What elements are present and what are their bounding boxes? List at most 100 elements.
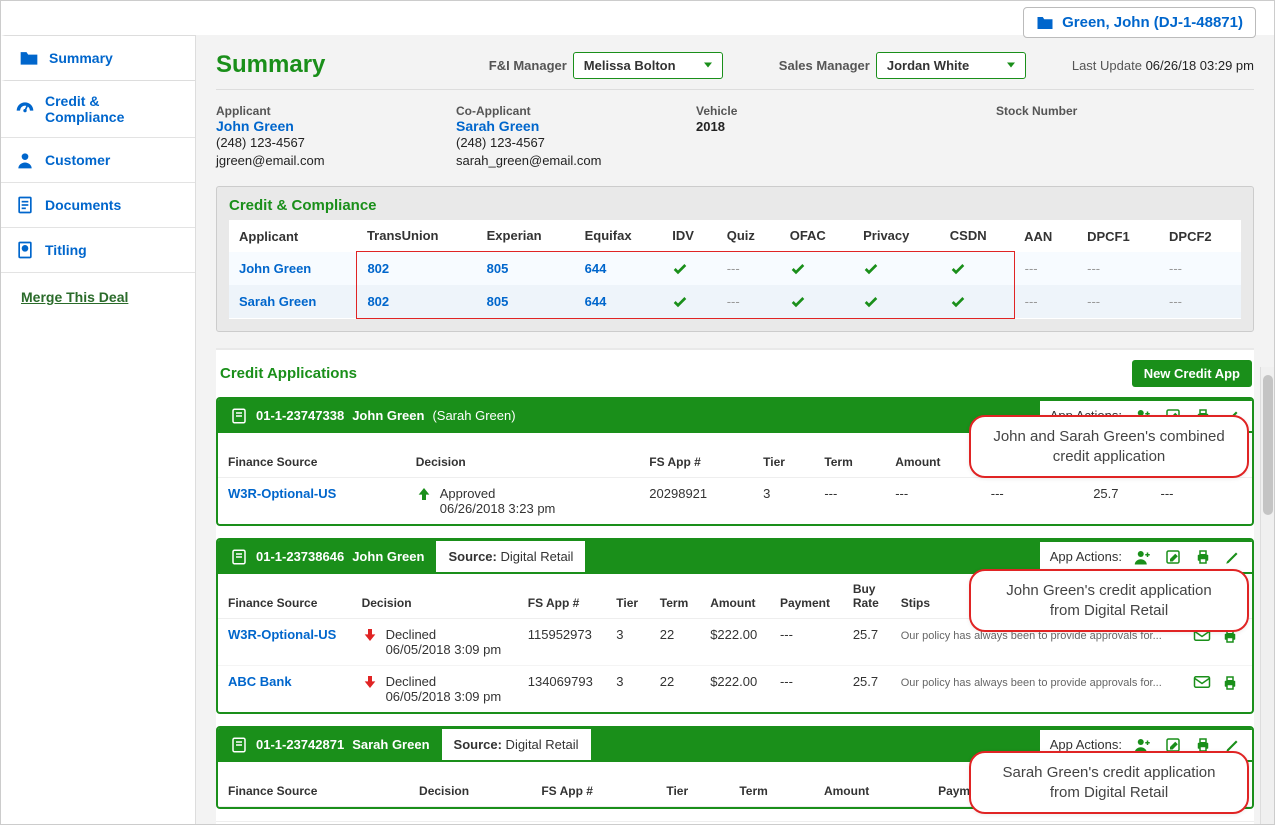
- econtract-title: eContract: [216, 821, 1254, 825]
- amount: $222.00: [700, 665, 770, 712]
- stock-label: Stock Number: [996, 104, 1196, 118]
- print-icon[interactable]: [1194, 548, 1212, 566]
- app-icon: [230, 548, 248, 566]
- finance-source[interactable]: W3R-Optional-US: [218, 618, 352, 665]
- add-person-icon[interactable]: [1134, 548, 1152, 566]
- app-col-header: Finance Source: [218, 574, 352, 619]
- cc-col-header: Applicant: [229, 220, 357, 252]
- sidebar-item-label: Titling: [45, 242, 87, 258]
- cc-trail: ---: [1077, 252, 1159, 285]
- buy-rate: 25.7: [843, 665, 891, 712]
- app-col-header: BuyRate: [843, 574, 891, 619]
- app-col-header: Finance Source: [218, 762, 409, 807]
- scrollbar[interactable]: [1260, 367, 1274, 824]
- annotation-callout: John and Sarah Green's combined credit a…: [969, 415, 1249, 478]
- cc-flag: [662, 252, 717, 285]
- fs-app-num: 115952973: [518, 618, 607, 665]
- coapplicant-name[interactable]: Sarah Green: [456, 118, 656, 134]
- sidebar-item-label: Customer: [45, 152, 110, 168]
- app-col-header: Amount: [885, 433, 981, 478]
- cc-col-header: DPCF1: [1077, 220, 1159, 252]
- cc-applicant-name[interactable]: Sarah Green: [229, 285, 357, 318]
- sidebar-item-titling[interactable]: Titling: [1, 228, 195, 273]
- cc-title: Credit & Compliance: [229, 197, 1241, 214]
- cc-flag: ---: [717, 252, 780, 285]
- cc-col-header: Quiz: [717, 220, 780, 252]
- annotation-callout: John Green's credit application from Dig…: [969, 569, 1249, 632]
- cc-flag: [662, 285, 717, 318]
- folder-icon: [1036, 15, 1054, 31]
- applicant-name[interactable]: John Green: [216, 118, 416, 134]
- cc-score[interactable]: 802: [357, 252, 477, 285]
- fi-manager-select[interactable]: Melissa Bolton: [573, 52, 723, 79]
- sales-manager-select[interactable]: Jordan White: [876, 52, 1026, 79]
- cc-col-header: Experian: [477, 220, 575, 252]
- stips: ---: [1151, 477, 1223, 524]
- sidebar-item-customer[interactable]: Customer: [1, 138, 195, 183]
- cc-trail: ---: [1159, 252, 1241, 285]
- applicant-phone: (248) 123-4567: [216, 134, 416, 152]
- cc-col-header: IDV: [662, 220, 717, 252]
- app-col-header: Decision: [406, 433, 640, 478]
- cc-col-header: CSDN: [940, 220, 1014, 252]
- last-update-label: Last Update: [1072, 58, 1142, 73]
- buy-rate: 25.7: [1083, 477, 1150, 524]
- tier: 3: [606, 618, 650, 665]
- cc-flag: [940, 252, 1014, 285]
- new-credit-app-button[interactable]: New Credit App: [1132, 360, 1252, 387]
- pencil-icon[interactable]: [1224, 548, 1242, 566]
- print-icon[interactable]: [1221, 674, 1239, 692]
- stips: Our policy has always been to provide ap…: [891, 665, 1184, 712]
- finance-source[interactable]: ABC Bank: [218, 665, 352, 712]
- app-coapplicant: (Sarah Green): [432, 408, 515, 423]
- cc-score[interactable]: 644: [575, 252, 663, 285]
- app-col-header: Term: [650, 574, 700, 619]
- app-col-header: Tier: [753, 433, 814, 478]
- sidebar-item-documents[interactable]: Documents: [1, 183, 195, 228]
- tier: 3: [753, 477, 814, 524]
- merge-deal-link[interactable]: Merge This Deal: [1, 273, 195, 321]
- app-primary-name: John Green: [352, 408, 424, 423]
- app-id: 01-1-23747338: [256, 408, 344, 423]
- term: 22: [650, 665, 700, 712]
- app-col-header: Term: [729, 762, 814, 807]
- cc-score[interactable]: 802: [357, 285, 477, 318]
- annotation-callout: Sarah Green's credit application from Di…: [969, 751, 1249, 814]
- app-col-header: Tier: [656, 762, 729, 807]
- coapplicant-email: sarah_green@email.com: [456, 152, 656, 170]
- cc-col-header: AAN: [1014, 220, 1077, 252]
- sidebar: Summary Credit & Compliance Customer Docume…: [1, 35, 196, 824]
- cc-score[interactable]: 805: [477, 252, 575, 285]
- app-primary-name: Sarah Green: [352, 737, 429, 752]
- app-source: Source: Digital Retail: [436, 541, 585, 572]
- cc-flag: ---: [717, 285, 780, 318]
- app-col-header: FS App #: [518, 574, 607, 619]
- cc-score[interactable]: 805: [477, 285, 575, 318]
- sales-manager-label: Sales Manager: [779, 58, 870, 73]
- app-col-header: Amount: [700, 574, 770, 619]
- sidebar-item-label: Summary: [49, 50, 113, 66]
- cc-score[interactable]: 644: [575, 285, 663, 318]
- decision-cell: Approved06/26/2018 3:23 pm: [406, 477, 640, 524]
- last-update-value: 06/26/18 03:29 pm: [1146, 58, 1254, 73]
- fs-app-num: 20298921: [639, 477, 753, 524]
- app-col-header: Term: [814, 433, 885, 478]
- finance-source[interactable]: W3R-Optional-US: [218, 477, 406, 524]
- applicant-email: jgreen@email.com: [216, 152, 416, 170]
- sidebar-item-summary[interactable]: Summary: [1, 35, 195, 81]
- mail-icon[interactable]: [1193, 674, 1211, 692]
- payment: ---: [770, 665, 843, 712]
- cc-applicant-name[interactable]: John Green: [229, 252, 357, 285]
- cc-col-header: TransUnion: [357, 220, 477, 252]
- payment: ---: [981, 477, 1083, 524]
- sidebar-item-credit-compliance[interactable]: Credit & Compliance: [1, 81, 195, 138]
- vehicle-label: Vehicle: [696, 104, 956, 118]
- edit-icon[interactable]: [1164, 548, 1182, 566]
- app-id: 01-1-23738646: [256, 549, 344, 564]
- cc-trail: ---: [1077, 285, 1159, 318]
- cc-flag: [853, 285, 940, 318]
- arrow-up-icon: [416, 486, 432, 503]
- cc-trail: ---: [1159, 285, 1241, 318]
- page-title: Summary: [216, 51, 325, 79]
- deal-badge[interactable]: Green, John (DJ-1-48871): [1023, 7, 1256, 38]
